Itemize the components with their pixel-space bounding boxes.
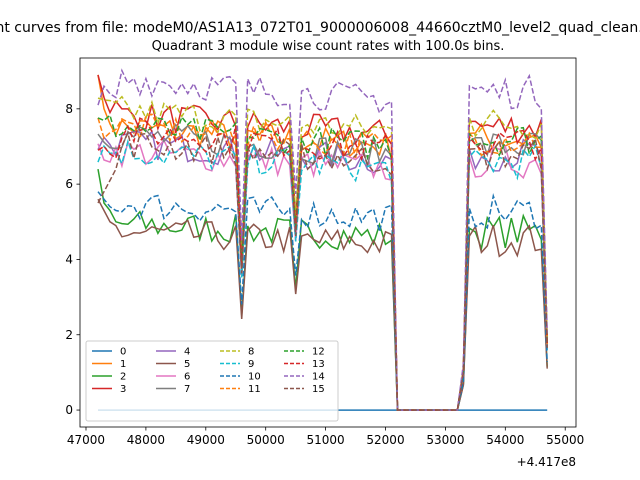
series-line-13 (97, 117, 548, 411)
x-tick-label: 55000 (546, 433, 584, 447)
legend-label-9: 9 (248, 359, 254, 370)
y-tick-label: 0 (65, 403, 73, 417)
x-tick-label: 50000 (247, 433, 285, 447)
legend-label-4: 4 (184, 347, 190, 358)
x-tick-label: 47000 (67, 433, 105, 447)
series-line-10 (97, 191, 548, 411)
x-tick-label: 51000 (307, 433, 345, 447)
figure-suptitle: Light curves from file: modeM0/AS1A13_07… (0, 20, 640, 36)
series-line-12 (97, 113, 548, 411)
plot-frame (79, 57, 577, 428)
legend-label-10: 10 (248, 372, 261, 383)
series-line-3 (97, 74, 548, 411)
x-offset-label: +4.417e8 (517, 455, 576, 469)
legend-label-8: 8 (248, 347, 254, 358)
series-line-15 (97, 130, 548, 411)
x-tick-label: 54000 (486, 433, 524, 447)
legend-label-3: 3 (120, 384, 126, 395)
x-tick-label: 49000 (187, 433, 225, 447)
chart-title: Quadrant 3 module wise count rates with … (152, 39, 505, 54)
legend-label-7: 7 (184, 384, 190, 395)
y-tick-label: 2 (65, 328, 73, 342)
legend-label-6: 6 (184, 372, 190, 383)
legend-label-13: 13 (312, 359, 325, 370)
x-tick-label: 52000 (366, 433, 404, 447)
legend-label-5: 5 (184, 359, 190, 370)
x-tick-label: 48000 (127, 433, 165, 447)
legend-label-0: 0 (120, 347, 126, 358)
legend-label-15: 15 (312, 384, 325, 395)
x-tick-label: 53000 (426, 433, 464, 447)
series-line-8 (97, 95, 548, 411)
legend-label-1: 1 (120, 359, 126, 370)
y-tick-label: 4 (65, 252, 73, 266)
y-tick-label: 8 (65, 102, 73, 116)
plot-area: 47000 48000 49000 50000 51000 52000 53000 54000… (65, 57, 584, 447)
legend-label-14: 14 (312, 372, 325, 383)
legend-label-12: 12 (312, 347, 325, 358)
series-line-14 (97, 68, 548, 411)
legend-label-11: 11 (248, 384, 261, 395)
y-tick-label: 6 (65, 177, 73, 191)
series-line-11 (97, 113, 548, 411)
legend-box (85, 340, 339, 422)
legend-label-2: 2 (120, 372, 126, 383)
series-line-5 (97, 198, 548, 411)
